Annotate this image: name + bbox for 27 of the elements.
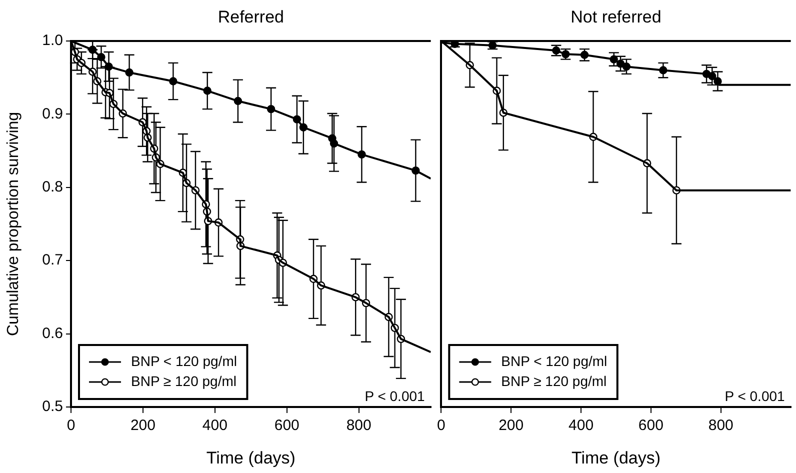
annotation: P < 0.001 <box>724 388 786 404</box>
x-axis-title: Time (days) <box>206 448 296 468</box>
x-tick-label: 200 <box>498 417 524 434</box>
x-tick-label: 200 <box>130 417 156 434</box>
x-tick-label: 0 <box>437 417 446 434</box>
x-tick-label: 400 <box>568 417 594 434</box>
annotation: P < 0.001 <box>364 388 426 404</box>
x-tick-label: 0 <box>66 417 76 434</box>
x-tick-label: 600 <box>638 417 664 434</box>
y-tick-label: 0.6 <box>42 324 63 342</box>
x-tick-label: 400 <box>202 417 228 434</box>
y-tick-label: 0.5 <box>42 398 63 416</box>
x-axis-title: Time (days) <box>571 448 661 468</box>
legend-label: BNP < 120 pg/ml <box>131 352 237 369</box>
x-tick-label: 800 <box>346 417 372 434</box>
y-tick-label: 0.9 <box>42 105 63 122</box>
legend-label: BNP ≥ 120 pg/ml <box>131 372 236 389</box>
legend-label: BNP < 120 pg/ml <box>501 352 608 369</box>
chart-title: Not referred <box>570 8 662 27</box>
x-tick-label: 600 <box>274 417 300 434</box>
x-tick-label: 800 <box>708 417 734 434</box>
y-axis-title: Cumulative proportion surviving <box>5 112 22 336</box>
y-tick-label: 1.0 <box>42 32 63 50</box>
y-tick-label: 0.7 <box>42 252 63 269</box>
legend-label: BNP ≥ 120 pg/ml <box>501 372 607 389</box>
y-tick-label: 0.8 <box>42 178 63 196</box>
chart-title: Referred <box>218 8 284 27</box>
